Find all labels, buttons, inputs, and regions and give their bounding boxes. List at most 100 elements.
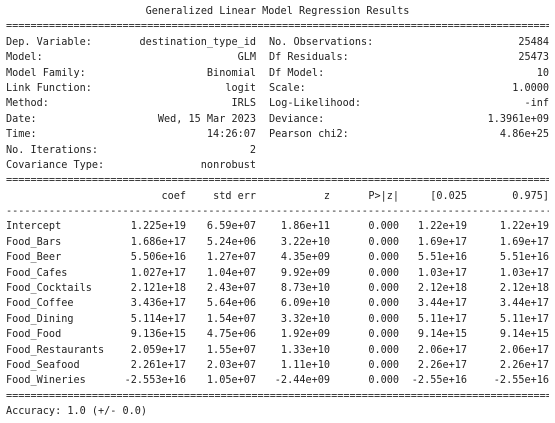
table-cell: 0.000 [368,344,399,356]
model-summary-block: Dep. Variable: destination_type_id No. O… [6,35,549,174]
table-cell: 2.12e+18 [499,283,549,295]
table-cell: 1.225e+19 [130,221,186,233]
summary-value: 14:26:07 [206,129,256,141]
table-cell: 1.55e+07 [206,344,256,356]
table-cell: 0.000 [368,221,399,233]
table-row: Food_Restaurants 2.059e+17 1.55e+07 1.33e+1… [6,343,549,358]
table-row: Food_Food 9.136e+15 4.75e+06 1.92e+09 0.000 9… [6,327,549,342]
table-cell: 5.11e+17 [417,313,467,325]
coefficient-table: coef std err z P>|z| [0.025 0.975] Inter… [6,189,549,389]
summary-value: IRLS [231,98,256,110]
table-cell: 1.69e+17 [417,236,467,248]
summary-label [269,143,393,158]
table-cell: 1.33e+10 [280,344,330,356]
summary-value: logit [225,82,256,94]
summary-value: 25484 [518,36,549,48]
table-row: Food_Seafood 2.261e+17 2.03e+07 1.11e+10 0.0… [6,358,549,373]
table-cell: 1.69e+17 [499,236,549,248]
summary-row: Time: 14:26:07 Pearson chi2: 4.86e+25 [6,127,549,142]
column-header: [0.025 [430,190,467,202]
table-cell: 0.000 [368,313,399,325]
variable-name: Food_Cocktails [6,283,92,295]
table-cell: 2.26e+17 [417,359,467,371]
summary-label: Log-Likelihood: [269,98,362,110]
table-cell: 8.73e+10 [280,283,330,295]
summary-label: Method: [6,98,49,110]
table-cell: -2.553e+16 [124,375,186,387]
table-cell: -2.55e+16 [493,375,549,387]
variable-name: Food_Seafood [6,359,80,371]
summary-label: Scale: [269,82,306,94]
table-cell: 5.11e+17 [499,313,549,325]
table-cell: 2.43e+07 [206,283,256,295]
table-cell: -2.55e+16 [411,375,467,387]
column-header: 0.975] [512,190,549,202]
coefficient-rows: Intercept 1.225e+19 6.59e+07 1.86e+11 0.000 1… [6,219,549,388]
summary-value: Wed, 15 Mar 2023 [157,113,256,125]
table-cell: 1.92e+09 [280,329,330,341]
table-cell: 2.261e+17 [130,359,186,371]
column-header: std err [213,190,256,202]
summary-label: Time: [6,129,37,141]
table-row: Food_Beer 5.506e+16 1.27e+07 4.35e+09 0.000 5… [6,250,549,265]
variable-name: Food_Coffee [6,298,74,310]
table-cell: 2.26e+17 [499,359,549,371]
table-cell: 9.136e+15 [130,329,186,341]
table-cell: 1.27e+07 [206,252,256,264]
column-header: coef [161,190,186,202]
table-cell: 9.92e+09 [280,267,330,279]
column-header: P>|z| [368,190,399,202]
summary-row: Method: IRLS Log-Likelihood: -inf [6,96,549,111]
table-row: Food_Dining 5.114e+17 1.54e+07 3.32e+10 0.00… [6,312,549,327]
table-cell: 3.44e+17 [499,298,549,310]
table-cell: 5.24e+06 [206,236,256,248]
summary-label: Model Family: [6,67,86,79]
summary-value: nonrobust [200,159,256,171]
table-row: Intercept 1.225e+19 6.59e+07 1.86e+11 0.000 1… [6,219,549,234]
table-cell: 2.059e+17 [130,344,186,356]
table-cell: 1.027e+17 [130,267,186,279]
table-cell: 3.436e+17 [130,298,186,310]
variable-name: Food_Cafes [6,267,68,279]
summary-label: Pearson chi2: [269,129,349,141]
table-cell: 4.75e+06 [206,329,256,341]
summary-value: 4.86e+25 [499,129,549,141]
summary-label: Covariance Type: [6,159,105,171]
summary-label: Date: [6,113,37,125]
accuracy-line: Accuracy: 1.0 (+/- 0.0) [6,406,148,418]
variable-name: Food_Beer [6,252,62,264]
summary-value: 1.0000 [512,82,549,94]
separator-double [6,173,549,188]
table-cell: 9.14e+15 [499,329,549,341]
summary-row: Model: GLM Df Residuals: 25473 [6,50,549,65]
table-cell: 6.59e+07 [206,221,256,233]
summary-row: No. Iterations: 2 [6,143,549,158]
table-cell: 1.686e+17 [130,236,186,248]
summary-row: Model Family: Binomial Df Model: 10 [6,66,549,81]
table-cell: 3.22e+10 [280,236,330,248]
summary-label [269,158,393,173]
column-header [6,189,110,204]
summary-value: 1.3961e+09 [487,113,549,125]
table-cell: 2.06e+17 [417,344,467,356]
table-cell: 1.11e+10 [280,359,330,371]
table-cell: 1.22e+19 [417,221,467,233]
table-cell: 2.06e+17 [499,344,549,356]
regression-results-output: Generalized Linear Model Regression Resu… [6,4,549,420]
table-cell: 2.03e+07 [206,359,256,371]
summary-value: GLM [237,52,256,64]
table-cell: 1.22e+19 [499,221,549,233]
separator-double [6,389,549,404]
table-cell: 6.09e+10 [280,298,330,310]
summary-label: No. Observations: [269,36,374,48]
summary-value [393,158,549,173]
column-header: z [323,190,330,202]
summary-value: 10 [536,67,549,79]
summary-label: No. Iterations: [6,144,99,156]
table-cell: 2.12e+18 [417,283,467,295]
table-cell: 9.14e+15 [417,329,467,341]
results-title: Generalized Linear Model Regression Resu… [145,6,410,17]
table-cell: 0.000 [368,252,399,264]
summary-value: Binomial [206,67,256,79]
table-cell: 0.000 [368,298,399,310]
